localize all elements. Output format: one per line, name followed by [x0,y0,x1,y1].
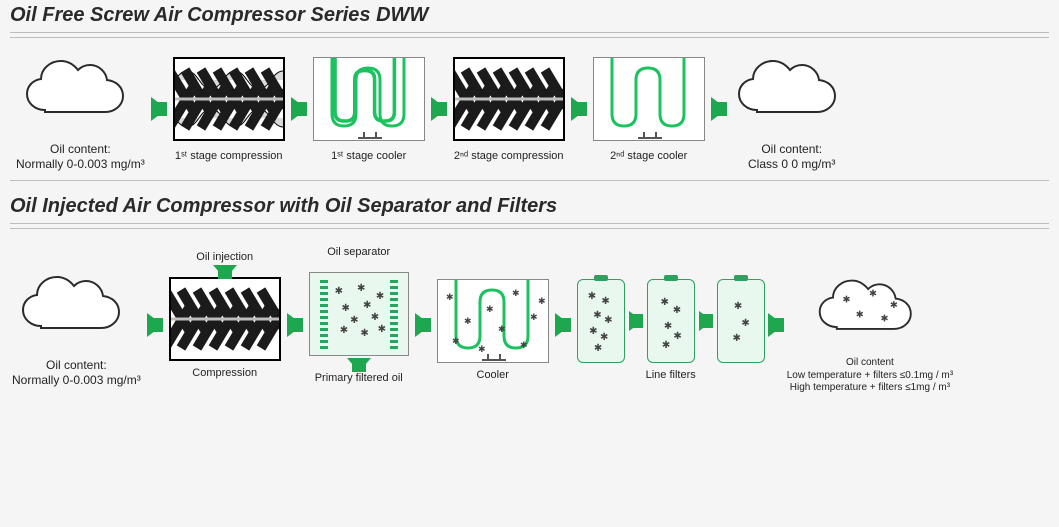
inlet-label: Oil content: Normally 0-0.003 mg/m³ [16,142,145,172]
text: Class 0 0 mg/m³ [748,157,835,172]
section1-row: Oil content: Normally 0-0.003 mg/m³ [10,40,1049,172]
stage-outlet: Oil content: Class 0 0 mg/m³ [733,46,851,172]
stage-separator: Oil separator ✱✱ ✱✱ ✱✱ ✱✱ ✱✱ Primary fil… [309,246,409,386]
label: 1ˢᵗ stage cooler [331,150,406,164]
oil-injection-label: Oil injection [196,251,253,263]
screw-icon [173,54,285,144]
arrow-icon [281,280,309,370]
section2-title: Oil Injected Air Compressor with Oil Sep… [10,195,1049,221]
svg-text:✱: ✱ [478,344,486,354]
label: 2ⁿᵈ stage compression [454,150,564,164]
arrow-icon [549,280,577,370]
stage-inlet: Oil content: Normally 0-0.003 mg/m³ [16,46,145,172]
filters-icon: ✱✱ ✱✱ ✱✱ ✱ ✱✱ ✱✱ ✱ [577,279,765,363]
text: Oil content: [12,358,141,373]
divider [10,32,1049,33]
filter-canister: ✱✱ ✱✱ ✱ [647,279,695,363]
cooler-icon: ✱✱✱ ✱✱✱ ✱✱✱ ✱ [437,279,549,363]
stage-2nd-cooler: 2ⁿᵈ stage cooler [593,54,705,164]
filter-canister: ✱✱ ✱ [717,279,765,363]
svg-text:✱: ✱ [856,310,864,321]
svg-text:✱: ✱ [452,336,460,346]
label: Primary filtered oil [315,372,403,386]
svg-text:✱: ✱ [498,324,506,334]
cooler-icon [593,54,705,144]
divider [10,228,1049,229]
stage-line-filters: ✱✱ ✱✱ ✱✱ ✱ ✱✱ ✱✱ ✱ [577,279,765,383]
svg-text:✱: ✱ [869,289,877,300]
stage-inlet: Oil content: Normally 0-0.003 mg/m³ [12,262,141,388]
cloud-icon: ✱✱✱ ✱✱ [814,267,926,351]
svg-text:✱: ✱ [538,296,546,306]
filter-canister: ✱✱ ✱✱ ✱✱ ✱ [577,279,625,363]
text: Normally 0-0.003 mg/m³ [16,157,145,172]
svg-text:✱: ✱ [880,313,888,324]
screw-icon [169,277,281,361]
oil-separator-label: Oil separator [327,246,390,258]
label: Compression [192,367,257,381]
arrow-icon [705,64,733,154]
section2-row: Oil content: Normally 0-0.003 mg/m³ Oil … [10,231,1049,395]
svg-text:✱: ✱ [512,288,520,298]
stage-outlet: ✱✱✱ ✱✱ Oil content Low temperature + fil… [787,267,953,395]
divider [10,223,1049,224]
arrow-down-icon [213,265,237,279]
arrow-icon [285,64,313,154]
text: Oil content: [16,142,145,157]
label: Cooler [477,369,509,383]
arrow-icon [409,280,437,370]
svg-text:✱: ✱ [530,312,538,322]
outlet-label: Oil content: Class 0 0 mg/m³ [748,142,835,172]
arrow-icon [625,311,647,331]
cooler-icon [313,54,425,144]
section-oil-injected: Oil Injected Air Compressor with Oil Sep… [10,195,1049,395]
divider [10,180,1049,181]
svg-text:✱: ✱ [842,294,850,305]
stage-compression: Oil injection Compression [169,251,281,381]
text: Oil content: [748,142,835,157]
arrow-icon [695,311,717,331]
cloud-icon [21,46,139,136]
stage-cooler: ✱✱✱ ✱✱✱ ✱✱✱ ✱ Cooler [437,279,549,383]
svg-text:✱: ✱ [446,292,454,302]
label: Line filters [646,369,696,383]
svg-text:✱: ✱ [520,340,528,350]
arrow-icon [765,280,787,370]
text: High temperature + filters ≤1mg / m³ [787,382,953,395]
divider [10,37,1049,38]
cloud-icon [17,262,135,352]
svg-text:✱: ✱ [486,304,494,314]
cloud-icon [733,46,851,136]
screw-icon [453,54,565,144]
arrow-icon [425,64,453,154]
stage-2nd-compression: 2ⁿᵈ stage compression [453,54,565,164]
svg-text:✱: ✱ [890,300,898,311]
arrow-down-icon [347,358,371,372]
section-oil-free: Oil Free Screw Air Compressor Series DWW… [10,4,1049,181]
label: 2ⁿᵈ stage cooler [610,150,687,164]
text: Oil content [787,357,953,370]
arrow-icon [141,280,169,370]
outlet-label: Oil content Low temperature + filters ≤0… [787,357,953,395]
separator-icon: ✱✱ ✱✱ ✱✱ ✱✱ ✱✱ [309,272,409,356]
stage-1st-compression: 1ˢᵗ stage compression [173,54,285,164]
arrow-icon [145,64,173,154]
stage-1st-cooler: 1ˢᵗ stage cooler [313,54,425,164]
section1-title: Oil Free Screw Air Compressor Series DWW [10,4,1049,30]
inlet-label: Oil content: Normally 0-0.003 mg/m³ [12,358,141,388]
text: Low temperature + filters ≤0.1mg / m³ [787,370,953,383]
text: Normally 0-0.003 mg/m³ [12,373,141,388]
svg-text:✱: ✱ [464,316,472,326]
label: 1ˢᵗ stage compression [175,150,283,164]
arrow-icon [565,64,593,154]
